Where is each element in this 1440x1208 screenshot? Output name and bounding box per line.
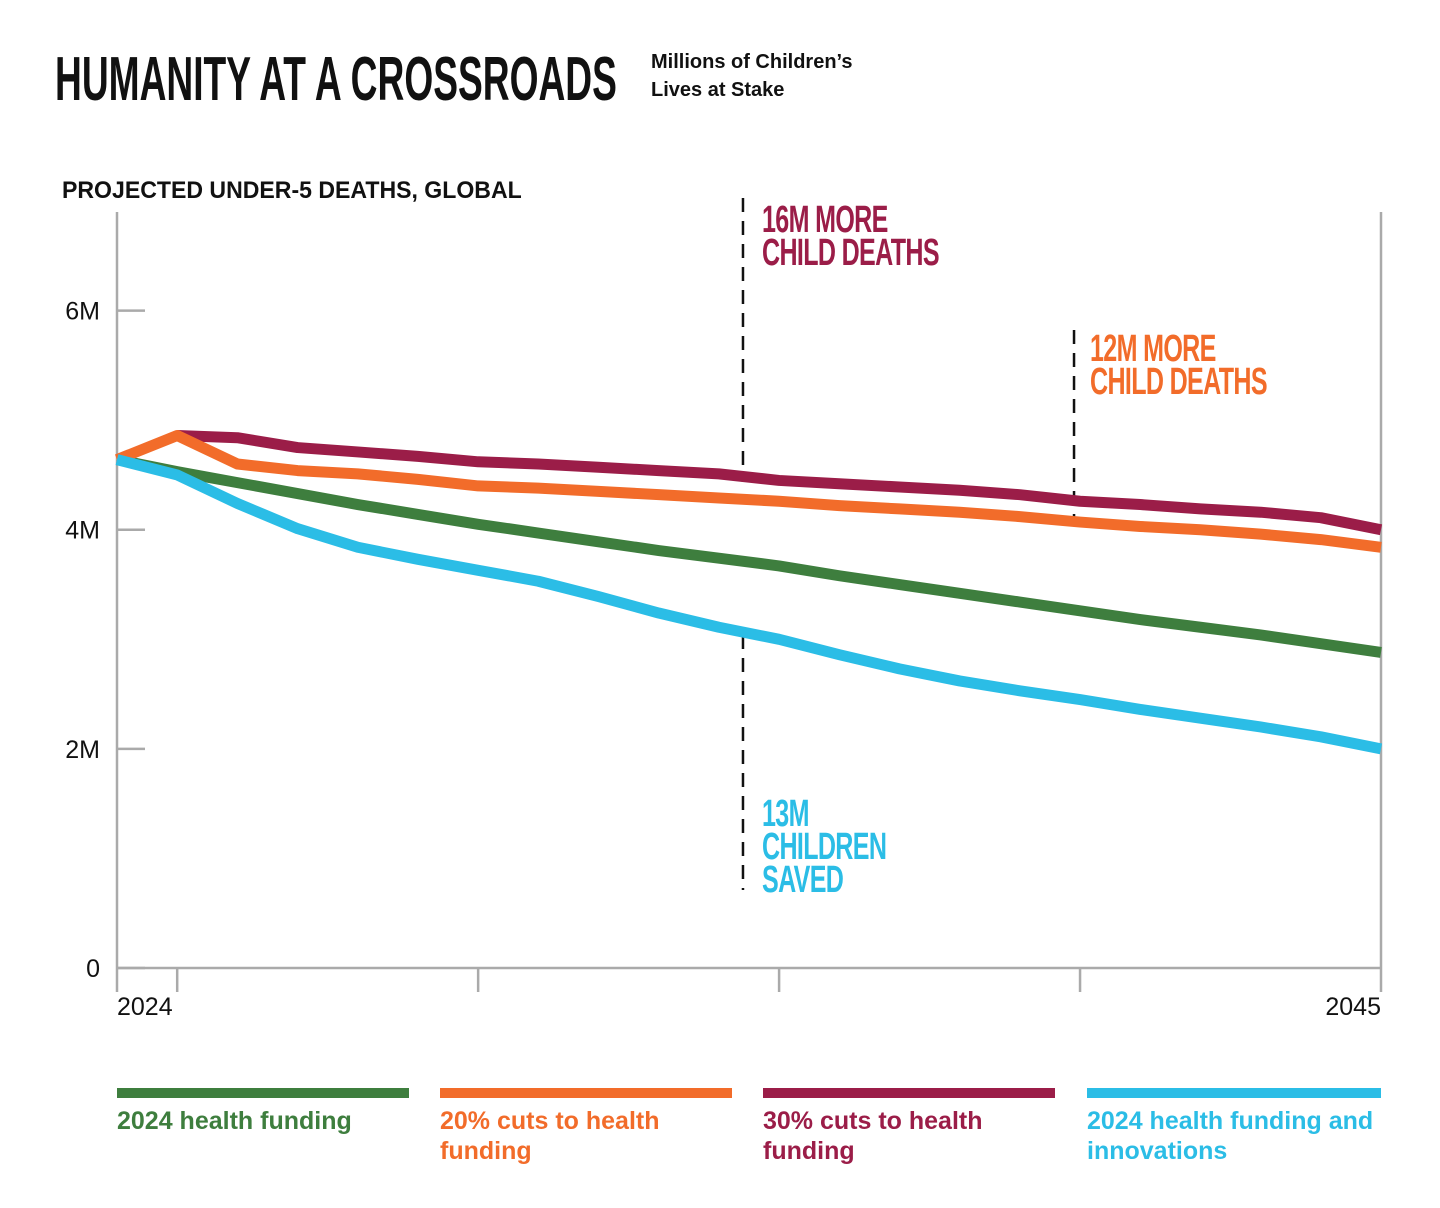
series-line: [176, 430, 1383, 536]
subtitle: Millions of Children’s Lives at Stake: [651, 51, 853, 101]
legend-label: 2024 health funding and innovations: [1087, 1107, 1374, 1165]
y-tick-label: 0: [86, 955, 100, 983]
title: HUMANITY AT A CROSSROADS: [55, 44, 617, 113]
legend-swatch: [763, 1088, 1055, 1098]
annotation-text: 12M MORE: [1090, 327, 1216, 369]
legend-swatch: [440, 1088, 732, 1098]
annotation-text: 16M MORE: [762, 198, 888, 240]
x-tick-label: 2024: [117, 993, 173, 1021]
y-tick-label: 6M: [65, 298, 100, 326]
series-line: [115, 454, 1382, 658]
legend-label: 30% cuts to health funding: [763, 1107, 983, 1165]
annotation-text: CHILD DEATHS: [762, 231, 939, 273]
x-tick-label: 2045: [1325, 993, 1381, 1021]
legend-swatch: [117, 1088, 409, 1098]
annotation-text: CHILDREN: [762, 825, 886, 867]
legend-label: 20% cuts to health funding: [440, 1107, 660, 1165]
annotation-text: CHILD DEATHS: [1090, 360, 1267, 402]
series-line: [115, 454, 1383, 755]
y-tick-label: 4M: [65, 517, 100, 545]
legend-swatch: [1087, 1088, 1381, 1098]
y-axis-label: PROJECTED UNDER-5 DEATHS, GLOBAL: [62, 177, 522, 204]
annotation-text: SAVED: [762, 858, 843, 900]
legend-label: 2024 health funding: [117, 1107, 352, 1135]
y-tick-label: 2M: [65, 736, 100, 764]
annotation-text: 13M: [762, 792, 809, 834]
series-line: [114, 430, 1382, 553]
